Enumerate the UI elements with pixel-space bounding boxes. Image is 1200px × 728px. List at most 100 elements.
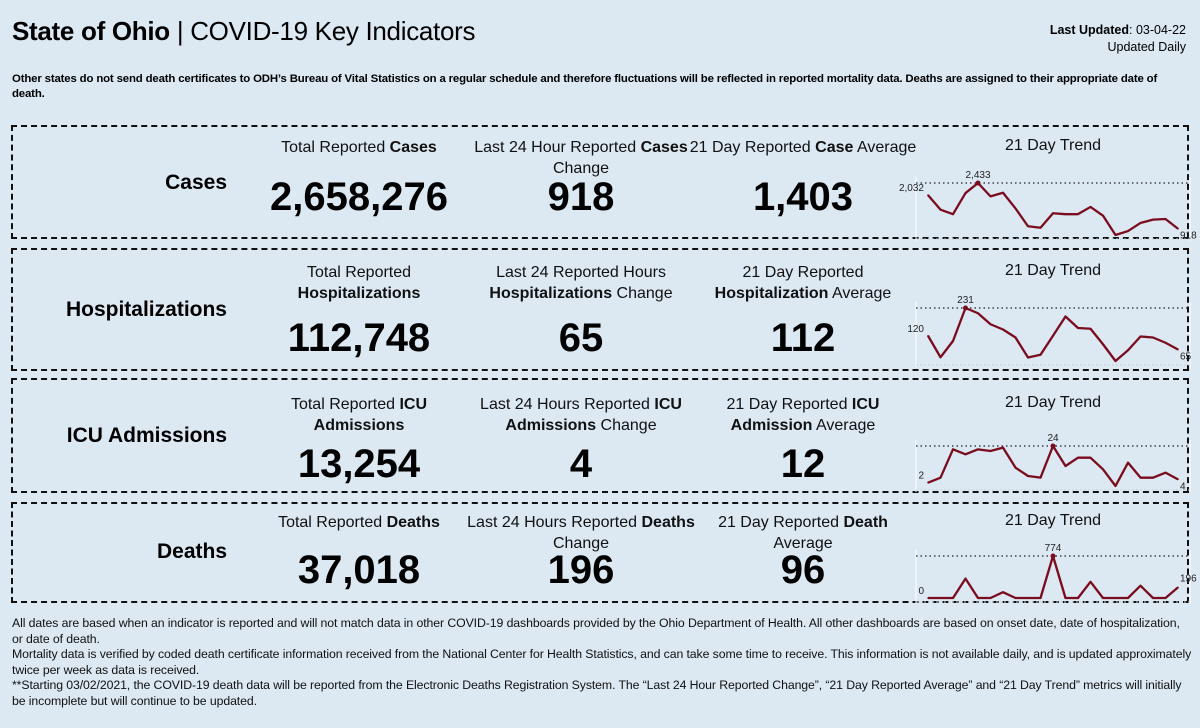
metric-value-box: 112 [688, 316, 918, 360]
trend-point [1002, 591, 1004, 593]
trend-point [1014, 207, 1017, 210]
label-part: 21 Day Reported [742, 264, 864, 281]
trend-point [1014, 597, 1017, 599]
trend-point [964, 453, 967, 456]
max-value-label: 231 [957, 295, 974, 306]
label-part: Total Reported [290, 396, 400, 413]
trend-point [1002, 191, 1004, 194]
update-frequency: Updated Daily [1107, 40, 1186, 54]
metric-label: Last 24 Hour Reported Cases Change [466, 137, 696, 179]
label-emphasis: ICU Admissions [313, 396, 428, 434]
trend-point [964, 577, 967, 580]
trend-point [1177, 586, 1179, 589]
trend-point [927, 597, 929, 599]
metric-deaths-1: Total Reported Deaths [244, 512, 474, 533]
metric-value: 112,748 [287, 316, 431, 360]
trend-title: 21 Day Trend [1004, 137, 1102, 154]
footer-notes: All dates are based when an indicator is… [12, 616, 1192, 709]
metric-label: Total Reported Hospitalizations [244, 262, 474, 304]
trend-point [1039, 226, 1042, 229]
first-value-label: 2 [918, 471, 924, 482]
trend-sparkline: 120 231 65 [907, 295, 1192, 367]
last-value-label: 4 [1180, 481, 1186, 492]
trend-point [1102, 597, 1104, 599]
title-subject: COVID-19 Key Indicators [190, 16, 476, 46]
label-emphasis: Cases [640, 139, 688, 156]
last-value-label: 196 [1180, 573, 1197, 584]
max-point [1050, 553, 1056, 559]
trend-point [1139, 222, 1142, 224]
metric-label: 21 Day Reported Hospitalization Average [688, 262, 918, 304]
last-value-label: 918 [1180, 231, 1197, 242]
metric-value-box: 1,403 [688, 175, 918, 219]
trend-point [1039, 476, 1042, 479]
trend-point [1102, 214, 1104, 217]
trend-point [1139, 584, 1142, 587]
trend-point [1139, 476, 1142, 479]
trend-title: 21 Day Trend [1004, 262, 1102, 279]
metric-value-box: 13,254 [244, 442, 474, 486]
label-emphasis: Deaths [386, 514, 440, 531]
trend-point [1052, 334, 1054, 337]
trend-point [1027, 475, 1029, 477]
trend-point [1127, 349, 1129, 352]
panel-label: Cases [165, 171, 227, 194]
trend-point [1027, 597, 1029, 599]
label-part: Total Reported [281, 139, 390, 156]
trend-point [1027, 225, 1029, 228]
metric-value: 13,254 [297, 442, 421, 486]
panel-cases: Cases Total Reported Cases 2,658,276 Las… [11, 125, 1197, 242]
trend-point [1089, 456, 1092, 459]
trend-point [1152, 476, 1154, 479]
trend-point [1089, 327, 1092, 330]
trend-line [927, 444, 1179, 488]
trend-point [977, 448, 979, 451]
label-part: 21 Day Reported [718, 514, 844, 531]
trend-point [939, 476, 942, 479]
trend-point [1177, 478, 1179, 481]
label-emphasis: Hospitalization [714, 285, 829, 302]
trend-point [989, 597, 992, 599]
metric-label: Total Reported ICU Admissions [244, 394, 474, 436]
last-updated: Last Updated: 03-04-22 Updated Daily [1050, 22, 1186, 56]
trend-point [1164, 471, 1167, 474]
panel-label: ICU Admissions [66, 424, 227, 447]
trend-point [939, 597, 942, 599]
panel-label: Deaths [156, 540, 227, 563]
trend-point [952, 340, 954, 342]
metric-value-box: 4 [466, 442, 696, 486]
trend-point [1152, 218, 1154, 221]
metric-value-box: 196 [466, 548, 696, 592]
trend-point [1127, 597, 1129, 599]
panel-hospitalizations: Hospitalizations Total Reported Hospital… [11, 248, 1192, 371]
label-part: Change [612, 285, 673, 302]
last-updated-value: : 03-04-22 [1129, 23, 1186, 37]
metric-hospitalizations-1: Total Reported Hospitalizations [244, 262, 474, 304]
label-part: Total Reported [306, 264, 412, 281]
trend-point [989, 195, 992, 198]
trend-point [1027, 356, 1029, 359]
trend-point [1089, 581, 1092, 583]
metric-value-box: 2,658,276 [244, 175, 474, 219]
last-updated-label: Last Updated [1049, 23, 1130, 37]
max-point [975, 180, 981, 186]
metric-label: 21 Day Reported Death Average [688, 512, 918, 554]
label-emphasis: ICU Admissions [505, 396, 682, 434]
trend-point [927, 194, 929, 196]
trend-point [1139, 335, 1142, 338]
label-part: 21 Day Reported [726, 396, 852, 413]
panel-deaths: Deaths Total Reported Deaths 37,018 Last… [11, 502, 1197, 604]
trend-point [1114, 360, 1117, 362]
label-part: Change [552, 535, 610, 552]
trend-point [1164, 218, 1167, 220]
trend-point [1127, 230, 1129, 232]
trend-point [927, 481, 929, 484]
trend-point [1064, 213, 1067, 215]
metric-label: Last 24 Reported Hours Hospitalizations … [466, 262, 696, 304]
trend-title: 21 Day Trend [1004, 394, 1102, 411]
max-point [1050, 443, 1056, 449]
label-part: Average [812, 417, 876, 434]
label-emphasis: Hospitalizations [297, 285, 421, 302]
footer-note: All dates are based when an indicator is… [12, 616, 1180, 646]
metric-deaths-2: Last 24 Hours Reported Deaths Change [466, 512, 696, 554]
